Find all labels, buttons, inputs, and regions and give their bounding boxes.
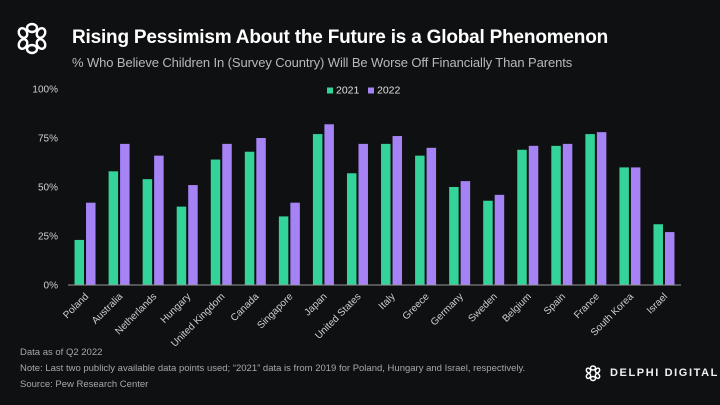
bar-2021-south-korea: [619, 167, 629, 285]
delphi-brand-icon: [585, 365, 601, 382]
bar-2022-australia: [120, 143, 130, 285]
bar-2022-canada: [256, 138, 266, 285]
bar-2021-netherlands: [142, 179, 153, 285]
bar-2021-canada: [244, 151, 255, 285]
footer-source: Source: Pew Research Center: [20, 379, 149, 390]
bar-2022-italy: [392, 136, 403, 285]
x-tick-label: Hungary: [159, 291, 194, 326]
x-tick-label: France: [572, 291, 602, 321]
y-tick-label: 0%: [44, 281, 59, 292]
bar-2022-singapore: [290, 202, 300, 285]
x-tick-label: Singapore: [255, 291, 295, 331]
y-axis: 0% 25% 50% 75% 100%: [32, 85, 58, 292]
bar-2021-belgium: [517, 149, 527, 285]
y-tick-label: 75%: [38, 134, 58, 145]
bar-2021-spain: [551, 145, 561, 285]
bar-2021-israel: [653, 224, 663, 285]
bar-2022-spain: [562, 143, 573, 285]
bar-2022-japan: [324, 124, 334, 285]
bar-2022-france: [596, 132, 607, 285]
y-tick-label: 100%: [32, 85, 58, 96]
x-tick-label: Spain: [542, 291, 568, 317]
brand-mark: DELPHI DIGITAL: [584, 364, 719, 382]
legend-label-2022: 2022: [377, 85, 401, 97]
bar-2021-hungary: [176, 206, 187, 285]
bar-2022-south-korea: [630, 167, 641, 285]
bar-2022-israel: [664, 232, 675, 285]
bar-2022-poland: [86, 202, 96, 285]
x-tick-label: Poland: [61, 291, 91, 321]
bar-2022-hungary: [188, 185, 198, 285]
chart-title: Rising Pessimism About the Future is a G…: [72, 27, 609, 48]
bar-2021-germany: [449, 187, 459, 285]
delphi-logo-icon: [17, 22, 47, 55]
x-tick-label: Germany: [429, 291, 466, 328]
bar-2021-poland: [74, 239, 85, 285]
bar-2021-united-states: [346, 173, 357, 285]
bars: [74, 124, 675, 285]
legend-swatch-2021: [327, 87, 333, 94]
legend-swatch-2022: [368, 87, 374, 94]
bar-2022-greece: [426, 147, 437, 285]
bar-2021-sweden: [483, 200, 493, 285]
y-tick-label: 25%: [38, 232, 58, 243]
x-tick-label: Japan: [302, 291, 329, 318]
x-tick-label: Italy: [377, 291, 398, 312]
legend-label-2021: 2021: [336, 85, 360, 97]
x-tick-label: Belgium: [501, 291, 534, 324]
x-tick-label: Israel: [645, 291, 670, 316]
bar-2021-japan: [312, 134, 323, 285]
chart-subtitle: % Who Believe Children In (Survey Countr…: [72, 55, 573, 70]
bar-2022-united-states: [358, 143, 368, 285]
x-tick-label: Sweden: [466, 291, 499, 324]
bar-2022-netherlands: [154, 155, 164, 285]
bar-2021-italy: [381, 143, 391, 285]
bar-2022-germany: [460, 181, 471, 285]
y-tick-label: 50%: [38, 183, 58, 194]
footer-date-note: Data as of Q2 2022: [20, 347, 103, 358]
bar-2021-united-kingdom: [210, 159, 221, 285]
legend: 2021 2022: [327, 85, 401, 97]
brand-name: DELPHI DIGITAL: [610, 367, 719, 379]
bar-2021-singapore: [278, 216, 289, 285]
bar-2022-belgium: [528, 145, 539, 285]
x-tick-label: Greece: [401, 291, 432, 322]
bar-2021-greece: [415, 155, 425, 285]
x-tick-label: Canada: [229, 291, 262, 324]
bar-2022-united-kingdom: [222, 143, 232, 285]
bar-2021-france: [585, 134, 595, 285]
bar-2021-australia: [108, 171, 119, 285]
footer-note: Note: Last two publicly available data p…: [20, 363, 526, 374]
bar-2022-sweden: [494, 194, 505, 285]
